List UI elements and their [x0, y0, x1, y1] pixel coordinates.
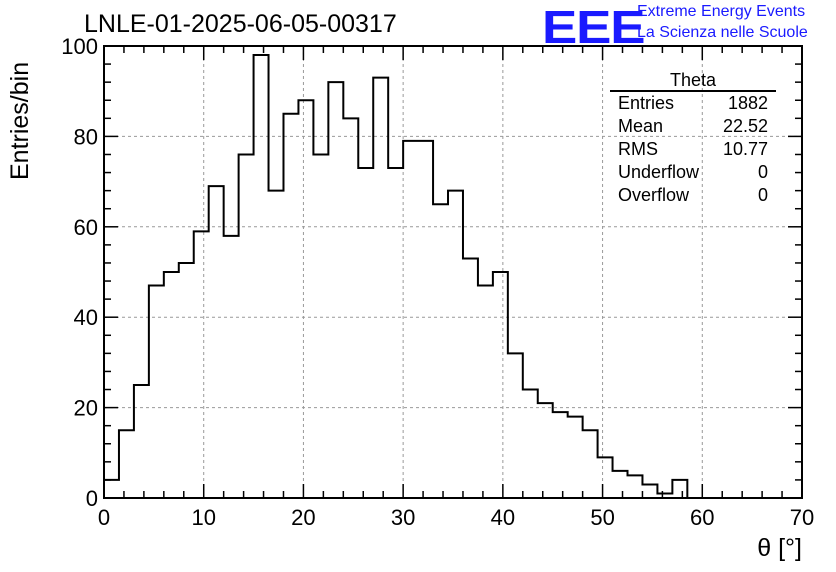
- chart-title: LNLE-01-2025-06-05-00317: [84, 10, 397, 38]
- x-tick-label: 70: [790, 505, 814, 530]
- stats-value: 10.77: [722, 139, 768, 159]
- x-tick-label: 10: [191, 505, 215, 530]
- x-tick-label: 30: [391, 505, 415, 530]
- stats-row-rms: RMS 10.77: [610, 138, 776, 161]
- y-tick-label: 60: [74, 215, 98, 240]
- stats-label: Entries: [618, 93, 675, 113]
- logo-text-line-1: Extreme Energy Events: [637, 3, 806, 20]
- y-tick-label: 40: [74, 305, 98, 330]
- x-axis-label: θ [°]: [757, 534, 802, 562]
- stats-row-entries: Entries 1882: [610, 92, 776, 115]
- x-tick-label: 20: [291, 505, 315, 530]
- stats-row-underflow: Underflow 0: [610, 161, 776, 184]
- stats-row-mean: Mean 22.52: [610, 115, 776, 138]
- stats-label: RMS: [618, 139, 658, 159]
- y-tick-label: 20: [74, 396, 98, 421]
- plot-frame: [103, 45, 803, 499]
- histogram-outline: [103, 54, 793, 499]
- y-axis-label: Entries/bin: [6, 61, 34, 180]
- y-tick-label: 100: [61, 34, 98, 59]
- y-tick-label: 0: [86, 486, 98, 511]
- x-tick-label: 60: [690, 505, 714, 530]
- stats-label: Underflow: [618, 162, 700, 182]
- stats-title: Theta: [610, 70, 776, 92]
- stats-label: Mean: [618, 116, 664, 136]
- x-tick-label: 0: [98, 505, 110, 530]
- stats-value: 1882: [727, 93, 768, 113]
- x-tick-label: 40: [491, 505, 515, 530]
- stats-value: 0: [757, 162, 768, 182]
- x-tick-label: 50: [590, 505, 614, 530]
- y-tick-label: 80: [74, 124, 98, 149]
- stats-value: 22.52: [722, 116, 768, 136]
- logo-text-line-2: La Scienza nelle Scuole: [637, 24, 808, 41]
- eee-logo: EEE: [542, 1, 646, 53]
- stats-row-overflow: Overflow 0: [610, 184, 776, 207]
- stats-value: 0: [757, 185, 768, 205]
- stats-label: Overflow: [618, 185, 690, 205]
- stats-box: Theta Entries 1882 Mean 22.52 RMS 10.77 …: [610, 70, 776, 207]
